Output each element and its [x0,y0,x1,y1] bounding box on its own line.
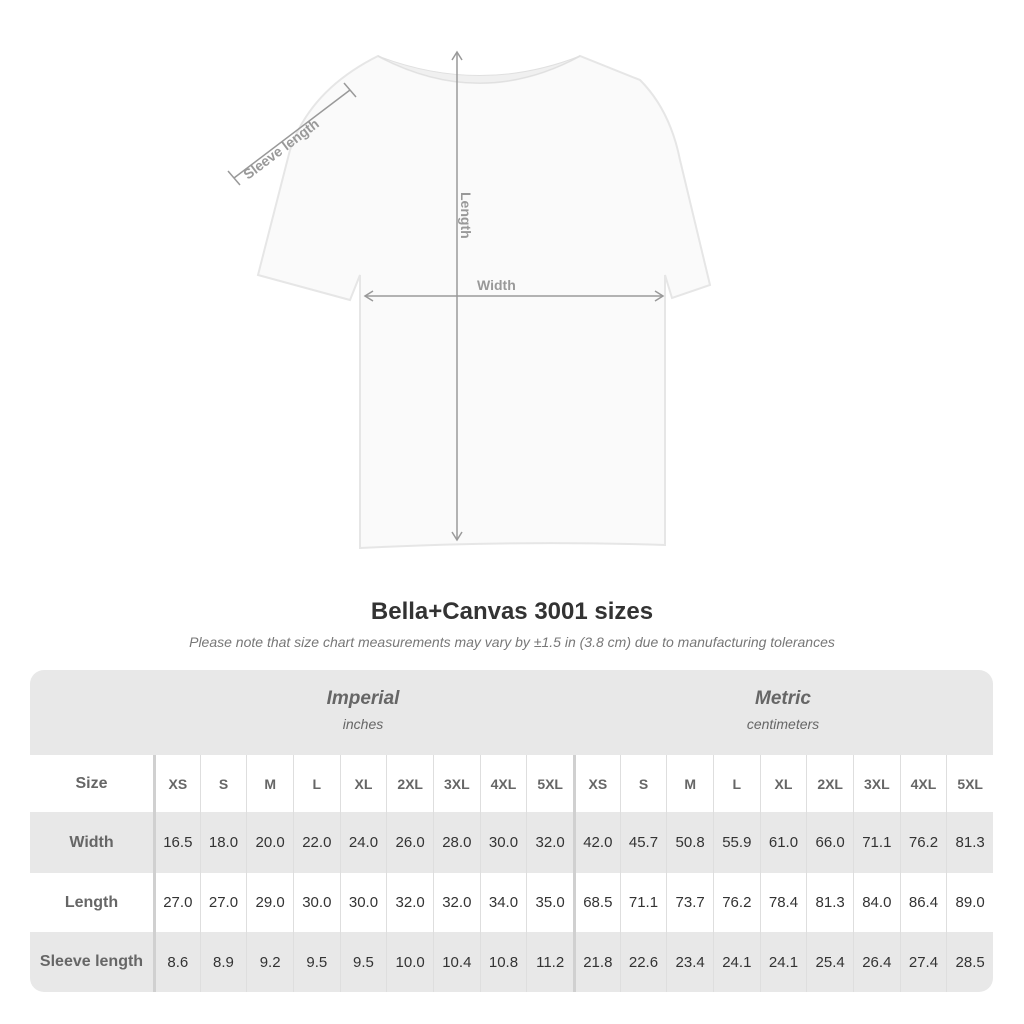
table-cell: 71.1 [619,873,667,932]
size-header-cell: S [199,755,247,812]
table-cell: 84.0 [853,873,900,932]
table-cell: 22.0 [293,812,340,873]
table-cell: 8.6 [153,932,200,992]
table-row: Length 27.0 27.0 29.0 30.0 30.0 32.0 32.0 34.0 35… [30,873,993,932]
size-header-cell: 3XL [433,755,480,812]
length-label: Length [458,192,474,239]
size-header-cell: XS [573,755,620,812]
imperial-group-header: Imperial inches [153,688,573,732]
size-header-cell: M [666,755,713,812]
size-header-cell: L [713,755,760,812]
tshirt-shape [256,54,712,550]
table-cell: 10.0 [386,932,433,992]
tshirt-collar [377,55,581,84]
table-cell: 45.7 [619,812,667,873]
table-cell: 42.0 [573,812,620,873]
width-label: Width [477,277,516,293]
metric-group-header: Metric centimeters [573,688,993,732]
tolerance-note: Please note that size chart measurements… [189,634,835,650]
table-cell: 81.3 [806,873,853,932]
table-cell: 30.0 [339,873,387,932]
size-header-cell: 2XL [806,755,853,812]
table-cell: 11.2 [526,932,573,992]
size-header-cell: XL [339,755,387,812]
row-label: Sleeve length [39,953,144,970]
size-header-cell: 2XL [386,755,433,812]
row-label: Width [69,833,114,851]
table-cell: 50.8 [666,812,713,873]
size-table: Imperial inches Metric centimeters Size X… [30,670,993,992]
table-cell: 68.5 [573,873,620,932]
table-cell: 28.0 [433,812,480,873]
table-cell: 9.2 [246,932,293,992]
size-header-cell: 4XL [899,755,947,812]
table-cell: 10.4 [433,932,480,992]
size-header-cell: 5XL [946,755,993,812]
table-cell: 25.4 [806,932,853,992]
table-cell: 86.4 [899,873,947,932]
size-header-cell: S [619,755,667,812]
table-cell: 27.0 [199,873,247,932]
size-header-cell: 4XL [479,755,527,812]
metric-unit: centimeters [746,716,820,732]
imperial-title: Imperial [326,688,400,709]
size-header-cell: XS [153,755,200,812]
table-cell: 35.0 [526,873,573,932]
table-cell: 26.4 [853,932,900,992]
table-cell: 24.1 [713,932,760,992]
table-cell: 23.4 [666,932,713,992]
table-cell: 28.5 [946,932,993,992]
metric-title: Metric [755,688,811,709]
sleeve-measure-line [233,89,351,179]
table-header-band: Imperial inches Metric centimeters [30,670,993,755]
table-cell: 29.0 [246,873,293,932]
row-label: Size [75,774,108,792]
size-header-cell: 3XL [853,755,900,812]
size-header-cell: 5XL [526,755,573,812]
table-cell: 89.0 [946,873,993,932]
table-cell: 30.0 [479,812,527,873]
table-cell: 30.0 [293,873,340,932]
table-cell: 61.0 [759,812,807,873]
table-cell: 24.0 [339,812,387,873]
table-cell: 26.0 [386,812,433,873]
table-cell: 32.0 [386,873,433,932]
size-header-cell: M [246,755,293,812]
table-cell: 32.0 [526,812,573,873]
size-header-cell: L [293,755,340,812]
table-cell: 8.9 [199,932,247,992]
table-cell: 27.4 [899,932,947,992]
table-cell: 55.9 [713,812,760,873]
table-cell: 76.2 [899,812,947,873]
table-cell: 21.8 [573,932,620,992]
table-cell: 9.5 [339,932,387,992]
table-cell: 27.0 [153,873,200,932]
table-cell: 9.5 [293,932,340,992]
table-cell: 10.8 [479,932,527,992]
table-cell: 78.4 [759,873,807,932]
row-label: Length [64,893,119,911]
table-cell: 20.0 [246,812,293,873]
table-cell: 24.1 [759,932,807,992]
table-cell: 32.0 [433,873,480,932]
table-cell: 34.0 [479,873,527,932]
table-cell: 18.0 [199,812,247,873]
table-row: Sleeve length 8.6 8.9 9.2 9.5 9.5 10.0 10.4 10.8… [30,932,993,992]
size-header-row: Size XS S M L XL 2XL 3XL 4XL 5XL XS S M L XL 2XL 3XL 4XL 5… [30,755,993,812]
table-cell: 73.7 [666,873,713,932]
table-cell: 16.5 [153,812,200,873]
size-chart-title: Bella+Canvas 3001 sizes [370,598,654,625]
table-row: Width 16.5 18.0 20.0 22.0 24.0 26.0 28.0 30.0 32.… [30,812,993,873]
table-cell: 66.0 [806,812,853,873]
tshirt-diagram: Sleeve length Length Width [227,50,712,550]
imperial-unit: inches [342,716,384,732]
table-cell: 22.6 [619,932,667,992]
table-cell: 81.3 [946,812,993,873]
table-cell: 76.2 [713,873,760,932]
size-header-cell: XL [759,755,807,812]
table-cell: 71.1 [853,812,900,873]
